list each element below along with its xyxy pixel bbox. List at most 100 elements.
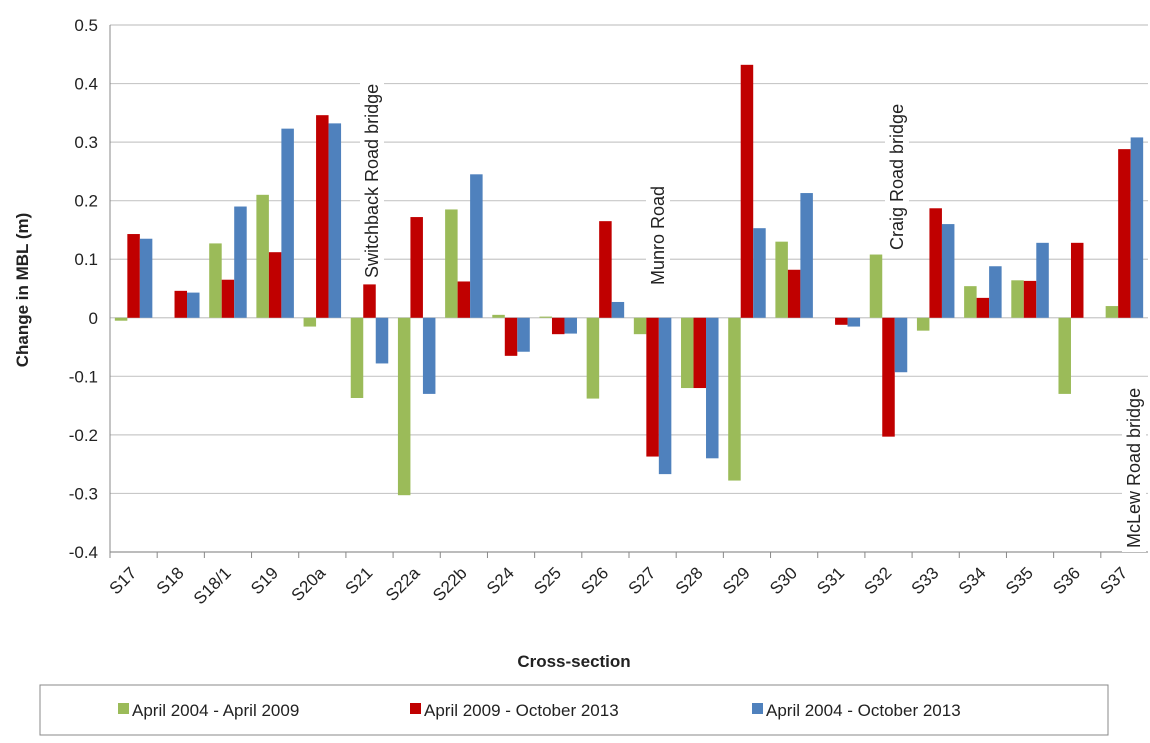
bar xyxy=(658,317,672,475)
bar xyxy=(139,238,153,318)
annotation: Switchback Road bridge xyxy=(362,84,382,278)
x-tick-label: S17 xyxy=(106,563,141,598)
x-tick-label: S18 xyxy=(153,563,188,598)
y-tick-label: -0.1 xyxy=(69,367,98,386)
x-tick-label: S33 xyxy=(908,563,943,598)
x-tick-label: S36 xyxy=(1049,563,1084,598)
annotation-bg xyxy=(885,99,909,254)
annotation-bg xyxy=(1122,383,1146,552)
x-tick-label: S21 xyxy=(342,563,377,598)
bar xyxy=(268,252,282,318)
bar xyxy=(835,317,848,325)
bar xyxy=(363,284,376,318)
bar xyxy=(397,317,411,496)
bar xyxy=(551,317,565,335)
bar xyxy=(976,297,990,318)
legend-swatch xyxy=(118,703,129,714)
bar xyxy=(1118,149,1131,318)
annotation-bg xyxy=(646,181,670,289)
bar xyxy=(646,317,659,457)
y-tick-label: -0.3 xyxy=(69,484,98,503)
bar xyxy=(234,206,247,318)
bar xyxy=(740,64,754,318)
bar xyxy=(303,317,317,327)
bar xyxy=(1023,280,1037,318)
bar xyxy=(316,115,329,318)
bar xyxy=(1105,306,1119,318)
bar xyxy=(611,301,625,318)
bar xyxy=(328,123,342,318)
x-tick-label: S37 xyxy=(1096,563,1131,598)
bar xyxy=(209,243,222,318)
x-tick-label: S19 xyxy=(247,563,282,598)
bar xyxy=(775,241,788,318)
bar xyxy=(1130,137,1144,318)
x-tick-label: S22b xyxy=(429,563,471,605)
bar xyxy=(470,174,483,318)
x-tick-label: S25 xyxy=(530,563,565,598)
legend-label: April 2009 - October 2013 xyxy=(424,701,619,720)
x-tick-label: S31 xyxy=(813,563,848,598)
x-tick-label: S22a xyxy=(382,563,424,605)
annotation-bg xyxy=(360,79,384,282)
legend-label: April 2004 - October 2013 xyxy=(766,701,961,720)
bar xyxy=(457,281,471,318)
bar xyxy=(350,317,364,398)
bar xyxy=(1058,317,1071,394)
bar xyxy=(114,317,128,321)
x-tick-label: S32 xyxy=(861,563,896,598)
bar xyxy=(256,194,269,318)
x-tick-label: S26 xyxy=(577,563,612,598)
y-tick-label: 0.4 xyxy=(74,75,98,94)
legend-swatch xyxy=(752,703,763,714)
legend-swatch xyxy=(410,703,421,714)
y-tick-label: -0.2 xyxy=(69,426,98,445)
x-tick-label: S30 xyxy=(766,563,801,598)
bar xyxy=(916,317,930,331)
annotation: Craig Road bridge xyxy=(887,104,907,250)
bar xyxy=(221,279,235,318)
bar xyxy=(445,209,458,318)
x-tick-label: S20a xyxy=(288,563,330,605)
bar xyxy=(375,317,389,364)
bar xyxy=(941,224,955,318)
bar xyxy=(1070,242,1084,318)
x-axis-label: Cross-section xyxy=(517,652,630,671)
bar xyxy=(281,128,294,318)
bar xyxy=(728,317,741,481)
bar xyxy=(517,317,530,352)
bar xyxy=(929,208,942,318)
bar xyxy=(869,254,883,318)
x-tick-label: S34 xyxy=(955,563,990,598)
bar xyxy=(174,290,188,318)
y-tick-label: 0 xyxy=(89,309,98,328)
x-tick-label: S28 xyxy=(672,563,707,598)
bar xyxy=(894,317,908,373)
bar xyxy=(964,286,977,318)
bar xyxy=(681,317,694,389)
y-tick-label: 0.5 xyxy=(74,16,98,35)
bar xyxy=(1036,242,1049,318)
x-tick-label: S24 xyxy=(483,563,518,598)
bar xyxy=(706,317,719,459)
bar xyxy=(127,234,140,318)
bar xyxy=(800,193,813,318)
annotation: McLew Road bridge xyxy=(1124,388,1144,548)
bar xyxy=(586,317,600,399)
bar xyxy=(693,317,707,389)
bar xyxy=(492,314,505,318)
bar xyxy=(847,317,861,327)
x-tick-label: S18/1 xyxy=(190,563,235,608)
bar xyxy=(410,217,423,318)
y-tick-label: 0.2 xyxy=(74,192,98,211)
y-tick-label: 0.3 xyxy=(74,133,98,152)
y-tick-label: -0.4 xyxy=(69,543,98,562)
bar xyxy=(787,269,801,318)
bar xyxy=(882,317,895,437)
y-axis-label: Change in MBL (m) xyxy=(13,213,32,368)
legend-label: April 2004 - April 2009 xyxy=(132,701,299,720)
bar xyxy=(633,317,647,335)
x-tick-label: S29 xyxy=(719,563,754,598)
legend-box xyxy=(39,684,1109,736)
